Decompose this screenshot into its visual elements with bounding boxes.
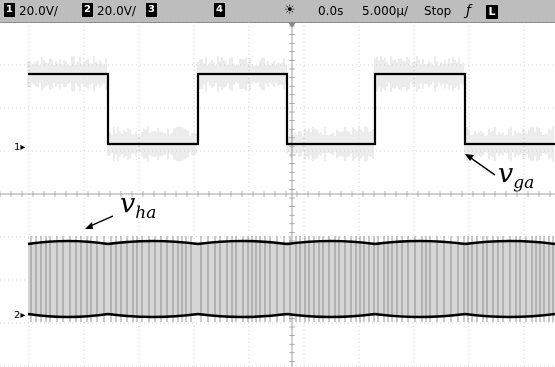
annotations xyxy=(85,154,496,229)
ch2-upper-envelope xyxy=(107,239,199,246)
v-ga-main: v xyxy=(498,158,514,189)
traces xyxy=(27,72,555,319)
v-ga-sub: ga xyxy=(513,173,535,193)
ch1-ground-label: 1 xyxy=(14,142,21,153)
ch2-upper-envelope xyxy=(197,239,288,246)
rising-edge-icon: ƒ xyxy=(466,3,471,19)
ch2-lower-envelope xyxy=(197,312,288,319)
v-ha-label: vha xyxy=(120,188,156,223)
ch1-trace-v-ga xyxy=(28,72,555,146)
trigger-source-badge: L xyxy=(486,5,498,19)
ch1-scale[interactable]: 1 20.0V/ xyxy=(4,3,58,19)
ch2-lower-envelope xyxy=(374,312,466,319)
pwm-block-fill xyxy=(375,242,465,316)
ch2-upper-envelope xyxy=(286,239,376,246)
v-ha-sub: ha xyxy=(135,203,157,223)
timebase[interactable]: 5.000µ/ xyxy=(362,4,409,18)
pwm-block-fill xyxy=(198,242,287,316)
graticule-grid xyxy=(0,22,555,367)
trace-noise xyxy=(27,56,555,322)
ch2-badge: 2 xyxy=(82,3,93,17)
ch2-upper-envelope xyxy=(374,239,466,246)
trigger-delay[interactable]: 0.0s xyxy=(318,4,344,18)
ch2-upper-envelope xyxy=(464,239,555,246)
ch2-lower-envelope xyxy=(107,312,199,319)
ch1-ground-marker: 1▸ xyxy=(14,142,26,153)
ch4-scale[interactable]: 4 xyxy=(214,3,229,19)
ch2-ground-label: 2 xyxy=(14,310,21,321)
ch2-scale-value: 20.0V/ xyxy=(97,4,136,18)
status-bar: 1 20.0V/ 2 20.0V/ 3 4 ☀ 0.0s 5.000µ/ Stop … xyxy=(0,0,555,23)
ch3-scale[interactable]: 3 xyxy=(146,3,161,19)
ch2-upper-envelope xyxy=(27,239,109,246)
ch1-scale-value: 20.0V/ xyxy=(19,4,58,18)
pwm-block-fill xyxy=(28,242,108,316)
v-ga-arrow xyxy=(467,155,496,176)
trigger-position-marker xyxy=(288,22,296,28)
ch2-lower-envelope xyxy=(464,312,555,319)
ch2-lower-envelope xyxy=(27,312,109,319)
ch4-badge: 4 xyxy=(214,3,225,17)
v-ga-label: vga xyxy=(498,158,534,193)
ch1-badge: 1 xyxy=(4,3,15,17)
ch2-lower-envelope xyxy=(286,312,376,319)
scope-display xyxy=(0,22,555,367)
v-ha-main: v xyxy=(120,188,136,219)
v-ga-arrowhead xyxy=(465,154,474,161)
sun-icon: ☀ xyxy=(284,3,296,18)
ch2-scale[interactable]: 2 20.0V/ xyxy=(82,3,136,19)
ch2-ground-marker: 2▸ xyxy=(14,310,26,321)
run-state[interactable]: Stop xyxy=(424,4,452,18)
ch3-badge: 3 xyxy=(146,3,157,17)
pwm-block-fill xyxy=(108,242,198,316)
trigger-source[interactable]: L xyxy=(486,3,498,19)
v-ha-arrowhead xyxy=(85,222,93,229)
